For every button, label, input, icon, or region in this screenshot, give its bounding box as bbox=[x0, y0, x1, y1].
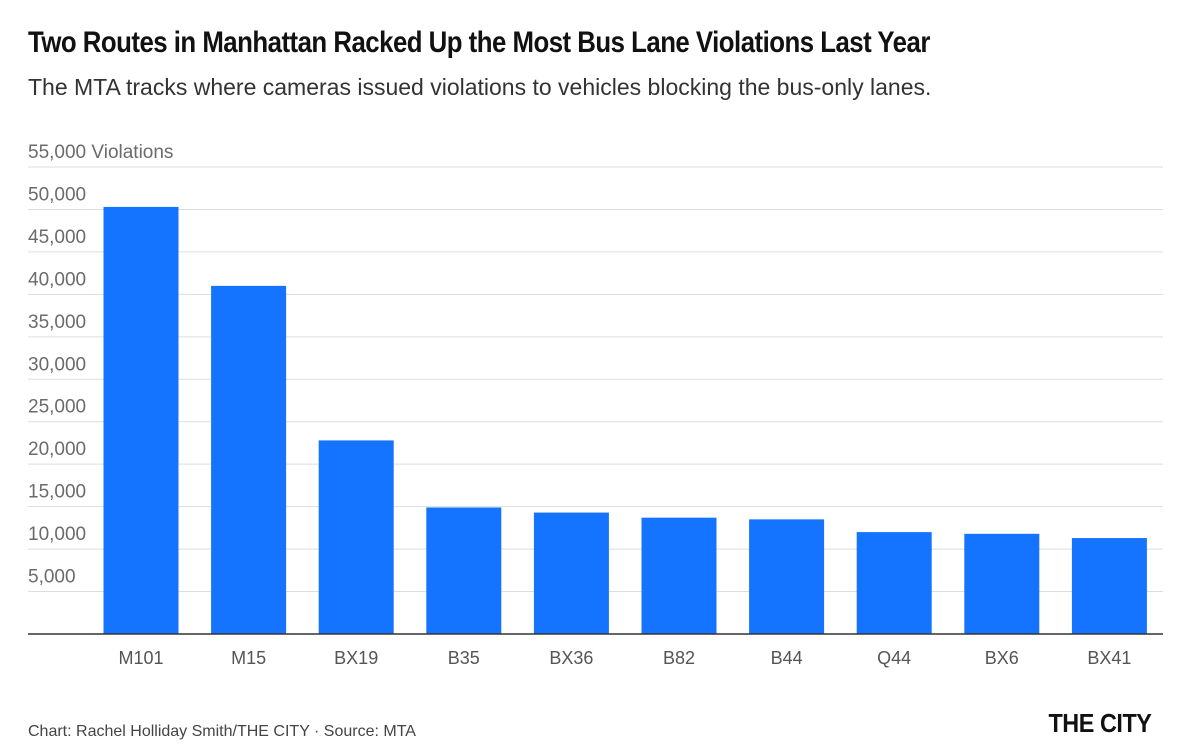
y-tick-label: 5,000 bbox=[28, 567, 76, 588]
chart-title: Two Routes in Manhattan Racked Up the Mo… bbox=[28, 26, 930, 59]
bar-m101 bbox=[103, 206, 179, 634]
chart-subtitle: The MTA tracks where cameras issued viol… bbox=[28, 74, 932, 100]
bar-b44 bbox=[749, 519, 825, 634]
bar-b82 bbox=[641, 517, 717, 634]
y-tick-label: 10,000 bbox=[28, 524, 86, 545]
bar-m15 bbox=[211, 285, 287, 634]
x-tick-label: B44 bbox=[771, 648, 803, 668]
bar-b35 bbox=[426, 507, 502, 634]
y-tick-label: 45,000 bbox=[28, 227, 86, 248]
x-tick-label: BX41 bbox=[1087, 648, 1131, 668]
source-credit: Chart: Rachel Holliday Smith/THE CITY · … bbox=[28, 723, 416, 740]
x-tick-label: BX19 bbox=[334, 648, 378, 668]
y-tick-label: 25,000 bbox=[28, 397, 86, 418]
y-tick-label: 30,000 bbox=[28, 354, 86, 375]
y-tick-label: 40,000 bbox=[28, 269, 86, 290]
bar-bx36 bbox=[533, 512, 609, 634]
bar-chart: 5,000 10,000 15,000 20,000 25,000 30,000 35,00… bbox=[28, 142, 1163, 668]
x-tick-label: BX36 bbox=[549, 648, 593, 668]
x-tick-label: B35 bbox=[448, 648, 480, 668]
bar-bx19 bbox=[318, 440, 394, 634]
y-tick-label: 20,000 bbox=[28, 439, 86, 460]
x-tick-label: M101 bbox=[118, 648, 163, 668]
y-tick-label: 35,000 bbox=[28, 312, 86, 333]
y-tick-label: 50,000 bbox=[28, 184, 86, 205]
x-tick-label: M15 bbox=[231, 648, 266, 668]
bar-bx41 bbox=[1071, 538, 1147, 634]
y-tick-label: 15,000 bbox=[28, 482, 86, 503]
x-tick-label: Q44 bbox=[877, 648, 911, 668]
y-tick-label: 55,000 Violations bbox=[28, 142, 173, 163]
x-tick-label: B82 bbox=[663, 648, 695, 668]
bar-bx6 bbox=[964, 533, 1040, 634]
x-tick-label: BX6 bbox=[985, 648, 1019, 668]
the-city-logo: THE CITY bbox=[1047, 708, 1151, 738]
bar-q44 bbox=[856, 532, 932, 634]
